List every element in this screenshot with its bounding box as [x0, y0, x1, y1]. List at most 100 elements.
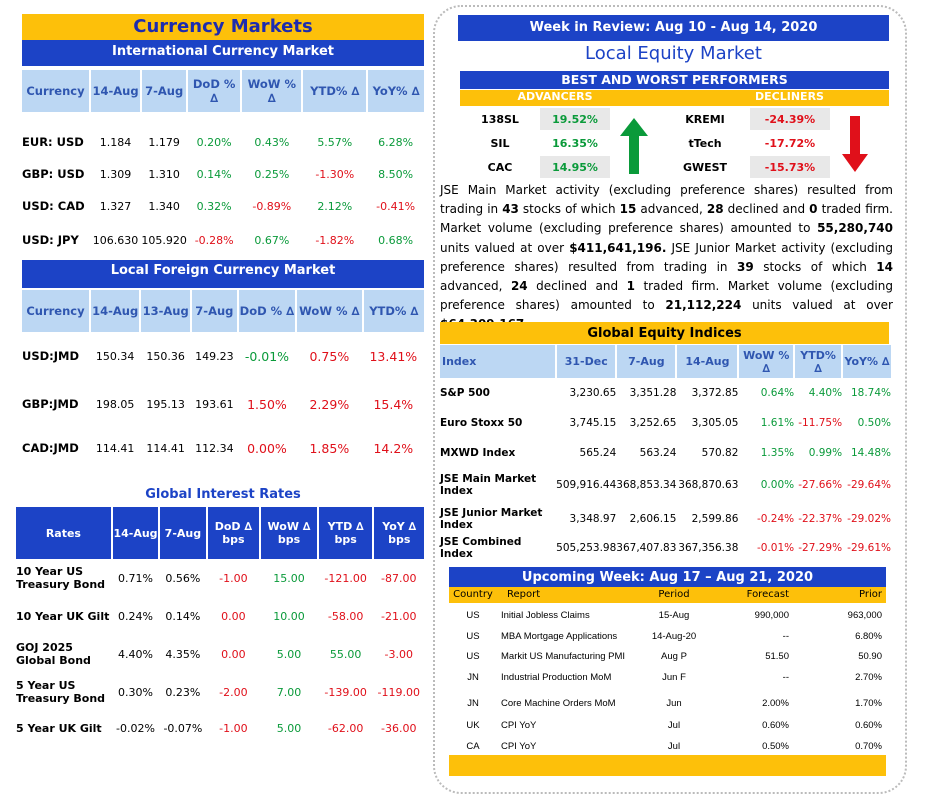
cell: Jun F: [662, 672, 686, 683]
summary-figure: 39: [737, 259, 754, 274]
decliner-name: tTech: [688, 136, 722, 150]
decliner-value: -17.72%: [764, 136, 816, 150]
table-header: YoY ∆ bps: [373, 507, 424, 559]
advancer-value: 16.35%: [552, 136, 598, 150]
cell: 5.57%: [317, 135, 353, 149]
advancer-value: 14.95%: [540, 156, 610, 178]
table-header: WoW % ∆: [738, 345, 796, 378]
table-row: 5 Year UK Gilt -0.02% -0.07% -1.00 5.00 …: [16, 711, 424, 745]
cell: 0.60%: [855, 720, 882, 731]
country-cell: US: [466, 651, 480, 662]
interest-rates-table: Rates 14-Aug 7-Aug DoD ∆ bps WoW ∆ bps Y…: [16, 507, 424, 745]
cell: 106.630: [92, 233, 139, 247]
local-currency-title: Local Foreign Currency Market: [22, 260, 424, 288]
cell: 55.00: [329, 647, 362, 661]
cell: 2.29%: [309, 396, 350, 412]
cell: -36.00: [381, 721, 417, 735]
cell: 3,252.65: [629, 417, 677, 429]
advancers-table: 138SL 19.52% SIL 16.35% CAC 14.95%: [460, 108, 610, 178]
local-equity-title: Local Equity Market: [585, 43, 762, 64]
cell: -87.00: [381, 571, 417, 585]
row-label: GOJ 2025 Global Bond: [16, 641, 91, 667]
cell: 0.75%: [309, 348, 350, 364]
table-header: Country: [453, 589, 493, 600]
cell: -0.28%: [194, 233, 234, 247]
table-row: JSE Junior Market Index 3,348.97 2,606.1…: [440, 502, 891, 536]
cell: 2.70%: [855, 672, 882, 683]
international-currency-title: International Currency Market: [22, 40, 424, 66]
cell: 4.40%: [808, 387, 843, 399]
table-header: Index: [440, 345, 558, 378]
cell: -0.02%: [116, 721, 155, 735]
upcoming-row: JN Industrial Production MoM Jun F -- 2.70%: [449, 669, 886, 687]
cell: 0.00%: [247, 440, 287, 456]
row-label: GBP: USD: [22, 167, 85, 181]
cell: 565.24: [579, 447, 617, 459]
table-row: 5 Year US Treasury Bond 0.30% 0.23% -2.0…: [16, 673, 424, 711]
decliner-name: KREMI: [685, 112, 725, 126]
summary-text: advanced,: [636, 202, 707, 217]
performers-subheader: ADVANCERS DECLINERS: [460, 90, 889, 106]
advancer-name: 138SL: [481, 112, 519, 126]
cell: 0.67%: [254, 233, 290, 247]
cell: 2.12%: [317, 199, 353, 213]
cell: 0.14%: [165, 609, 201, 623]
cell: -2.00: [219, 685, 248, 699]
cell: 0.30%: [118, 685, 153, 699]
table-header: Forecast: [746, 589, 789, 600]
row-label: USD: JPY: [22, 233, 79, 247]
table-row: CAC 14.95%: [460, 156, 610, 178]
indices-table: Index 31-Dec 7-Aug 14-Aug WoW % ∆ YTD% ∆…: [440, 345, 891, 560]
cell: 4.35%: [165, 647, 201, 661]
cell: 368,853.34: [616, 479, 677, 491]
table-header: 31-Dec: [556, 345, 618, 378]
upcoming-title: Upcoming Week: Aug 17 – Aug 21, 2020: [449, 567, 886, 587]
table-row: JSE Combined Index 505,253.98 367,407.83…: [440, 536, 891, 560]
cell: 3,348.97: [569, 513, 617, 525]
row-label: S&P 500: [440, 387, 490, 399]
table-row: USD: CAD 1.327 1.340 0.32% -0.89% 2.12% …: [22, 190, 424, 222]
summary-text: advanced,: [440, 279, 511, 294]
week-title: Week in Review: Aug 10 - Aug 14, 2020: [458, 15, 889, 41]
table-row: GOJ 2025 Global Bond 4.40% 4.35% 0.00 5.…: [16, 635, 424, 673]
cell: 114.41: [95, 441, 135, 455]
upcoming-row: JN Core Machine Orders MoM Jun 2.00% 1.70%: [449, 695, 886, 713]
table-header: DoD % ∆: [237, 290, 298, 332]
table-header: 14-Aug: [89, 290, 142, 332]
upcoming-row: US Markit US Manufacturing PMI Aug P 51.50 5…: [449, 648, 886, 666]
cell: 105.920: [141, 233, 187, 247]
cell: 13.41%: [369, 348, 418, 364]
decliners-table: KREMI -24.39% tTech -17.72% GWEST -15.73%: [660, 108, 830, 178]
summary-figure: 14: [876, 259, 893, 274]
cell: 10.00: [273, 609, 305, 623]
cell: 0.71%: [118, 571, 153, 585]
table-header: YTD% ∆: [794, 345, 844, 378]
cell: -0.24%: [756, 513, 795, 525]
table-header: 14-Aug: [676, 345, 740, 378]
row-label: 10 Year US Treasury Bond: [16, 565, 106, 591]
cell: 509,916.44: [556, 479, 617, 491]
table-header: YoY% ∆: [367, 70, 424, 112]
cell: Jul: [667, 741, 681, 752]
cell: 0.50%: [762, 741, 789, 752]
table-header: 14-Aug: [89, 70, 143, 112]
performers-title: BEST AND WORST PERFORMERS: [460, 71, 889, 89]
cell: -1.30%: [315, 167, 355, 181]
cell: 1.61%: [760, 417, 795, 429]
advancer-name: SIL: [490, 136, 510, 150]
cell: 8.50%: [378, 167, 414, 181]
table-header: Currency: [22, 290, 91, 332]
cell: 15.4%: [373, 396, 414, 412]
cell: -62.00: [327, 721, 364, 735]
summary-text: traded firm. Market volume (excluding pr…: [440, 202, 894, 236]
table-row: SIL 16.35%: [460, 130, 610, 156]
cell: 0.56%: [165, 571, 201, 585]
cell: 1.70%: [855, 698, 882, 709]
cell: 0.43%: [254, 135, 290, 149]
table-header: YoY% ∆: [842, 345, 891, 378]
report-cell: Markit US Manufacturing PMI: [501, 651, 626, 662]
week-in-review-panel: [433, 5, 907, 794]
summary-figure: 15: [619, 202, 637, 217]
upcoming-row: US MBA Mortgage Applications 14-Aug-20 -- 6.…: [449, 628, 886, 646]
table-row: USD: JPY 106.630 105.920 -0.28% 0.67% -1…: [22, 222, 424, 258]
